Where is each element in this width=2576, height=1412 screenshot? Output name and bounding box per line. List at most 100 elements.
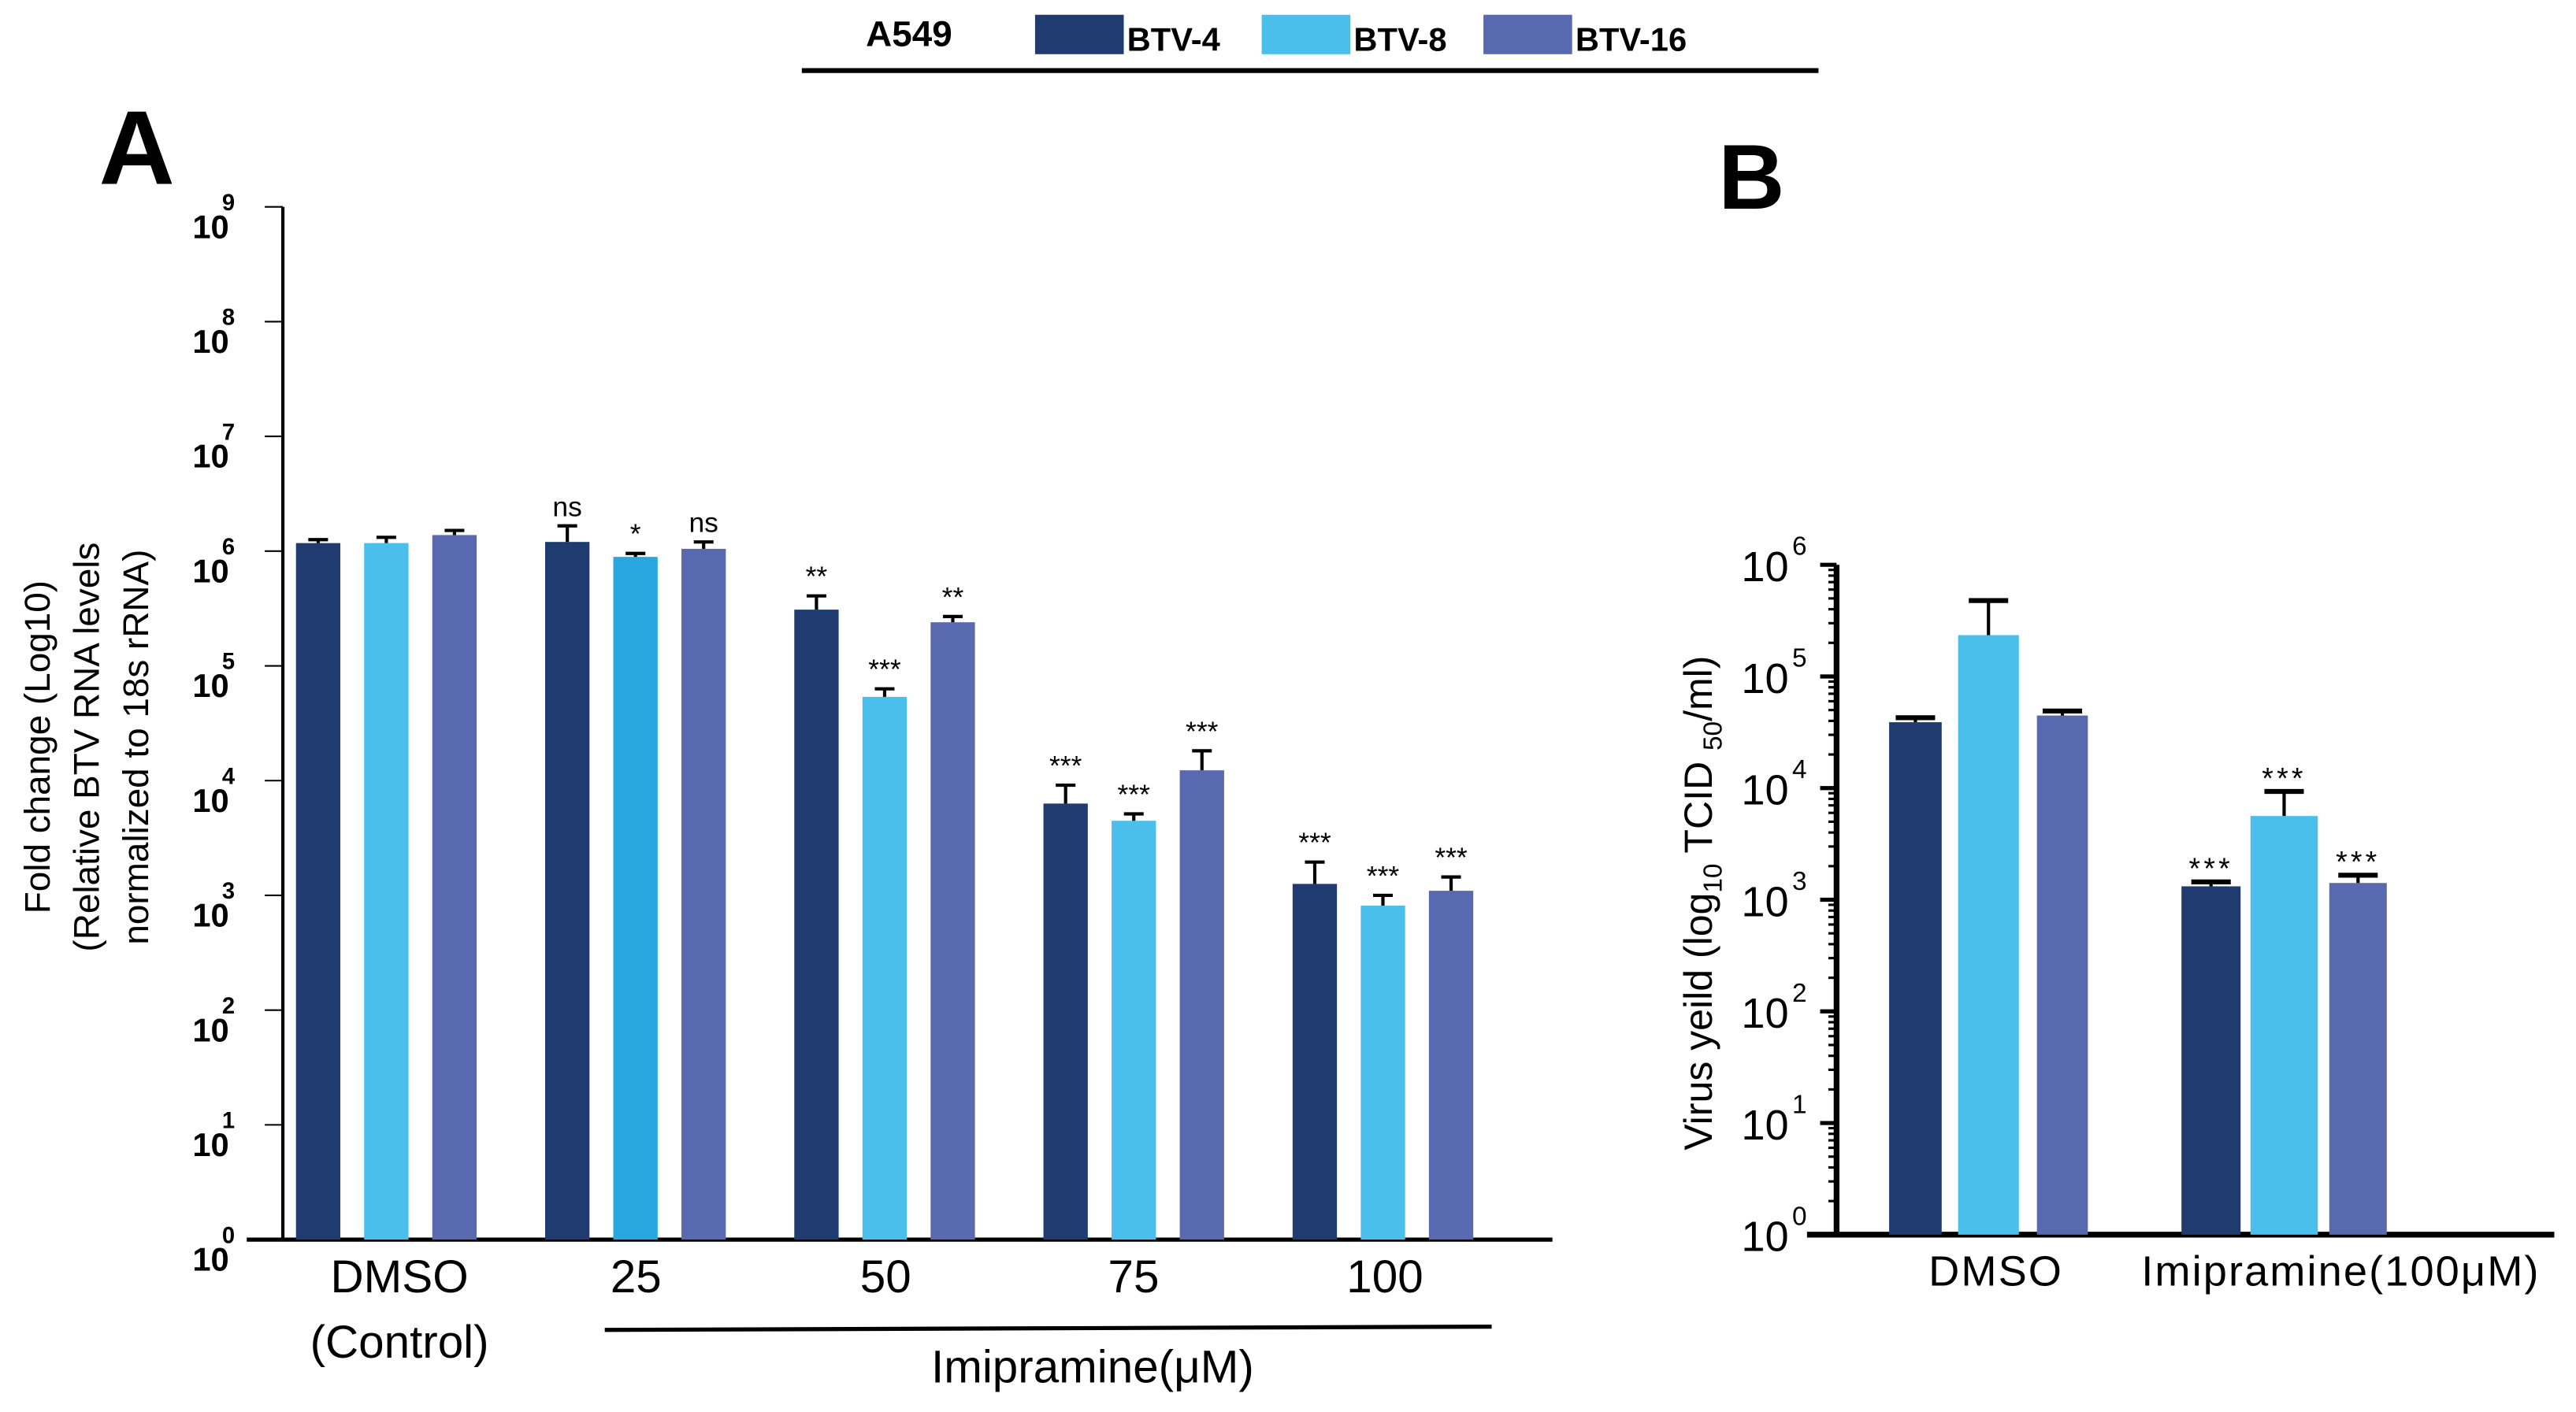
y-tick-label-base: 10 [1741, 990, 1788, 1037]
legend-label: BTV-8 [1353, 21, 1446, 58]
bar-btv-16 [930, 622, 975, 1240]
y-tick-label-exponent: 6 [1792, 532, 1807, 561]
x-group-label: Imipramine(μM) [931, 1341, 1254, 1392]
significance-label: ** [942, 581, 964, 613]
legend-swatch-btv-4 [1034, 14, 1124, 54]
y-tick-label-base: 10 [1741, 1102, 1788, 1149]
imipramine-bracket [604, 1324, 1492, 1332]
y-tick-label-base: 10 [192, 323, 228, 360]
bar-btv-16 [1179, 770, 1224, 1240]
y-tick-label-exponent: 9 [222, 191, 235, 216]
y-axis-label-part: Virus yeild (log [1676, 893, 1720, 1151]
significance-label: ns [552, 491, 581, 522]
significance-label: *** [2336, 845, 2380, 878]
x-category-label: 75 [1108, 1251, 1160, 1303]
bar-btv-8 [1112, 821, 1156, 1240]
legend-cell-line: A549 [866, 13, 952, 54]
bar-btv-8 [1360, 906, 1405, 1240]
legend-label: BTV-4 [1127, 21, 1220, 58]
y-tick-label-base: 10 [192, 1126, 228, 1163]
x-category-label: 100 [1346, 1251, 1423, 1303]
significance-label: ns [689, 507, 718, 539]
y-tick-label-exponent: 7 [222, 420, 235, 445]
bar-btv-4 [1292, 884, 1338, 1240]
x-category-label: Imipramine(100μM) [2141, 1247, 2540, 1295]
y-tick-label-base: 10 [1741, 1214, 1788, 1261]
y-tick-label-base: 10 [1741, 767, 1788, 814]
significance-label: *** [1049, 750, 1082, 782]
significance-label: *** [1186, 716, 1219, 747]
significance-label: *** [2262, 762, 2306, 795]
significance-label: ** [806, 561, 828, 592]
y-tick-label-exponent: 2 [222, 994, 235, 1019]
bar-btv-4 [2181, 886, 2241, 1235]
y-tick-label-exponent: 5 [222, 650, 235, 675]
significance-label: *** [2189, 852, 2233, 885]
y-axis-label: Virus yeild (log10 TCID 50/ml) [1676, 656, 1728, 1151]
y-tick-label-base: 10 [1741, 543, 1788, 591]
x-category-label: DMSO [331, 1251, 469, 1303]
y-tick-label-exponent: 3 [1792, 867, 1807, 896]
bar-btv-4 [1043, 803, 1088, 1240]
bar-btv-8 [862, 696, 908, 1240]
significance-label: * [630, 518, 641, 550]
y-tick-label-exponent: 0 [222, 1223, 235, 1248]
y-axis-label: (Relative BTV RNA levels [66, 543, 107, 952]
x-category-label: 25 [611, 1251, 662, 1303]
y-tick-label-exponent: 4 [222, 764, 236, 789]
y-axis-label: Fold change (Log10) [17, 580, 58, 914]
y-axis-label-part: 50 [1698, 721, 1728, 750]
significance-label: *** [1435, 842, 1468, 873]
panel-label-b: B [1718, 125, 1784, 228]
significance-label: *** [1367, 860, 1400, 891]
y-tick-label-exponent: 2 [1792, 979, 1807, 1008]
y-axis-label-part: /ml) [1676, 656, 1720, 721]
x-category-label: DMSO [1928, 1247, 2063, 1295]
bar-btv-4 [545, 542, 590, 1240]
bar-btv-16 [2036, 715, 2088, 1235]
y-tick-label-exponent: 0 [1792, 1202, 1807, 1231]
bar-btv-16 [2329, 883, 2387, 1235]
panel-label-a: A [99, 90, 175, 207]
bar-btv-16 [1428, 891, 1474, 1240]
legend-swatch-btv-8 [1261, 14, 1351, 54]
y-tick-label-exponent: 8 [222, 306, 235, 331]
y-tick-label-base: 10 [1741, 655, 1788, 702]
y-tick-label-exponent: 1 [222, 1109, 235, 1134]
bar-btv-8 [2250, 816, 2318, 1235]
y-axis-label-part: TCID [1676, 750, 1720, 864]
legend-swatch-btv-16 [1483, 14, 1572, 54]
y-tick-label-base: 10 [192, 1241, 228, 1278]
y-tick-label-base: 10 [1741, 878, 1788, 925]
significance-label: *** [1118, 779, 1151, 810]
significance-label: *** [868, 654, 901, 685]
bar-btv-8 [1958, 635, 2019, 1235]
x-category-label: (Control) [310, 1317, 489, 1368]
bar-btv-16 [432, 535, 477, 1240]
y-tick-label-base: 10 [192, 438, 228, 475]
x-category-label: 50 [860, 1251, 911, 1303]
significance-label: *** [1298, 827, 1331, 858]
y-tick-label-exponent: 3 [222, 879, 235, 904]
bar-btv-4 [1889, 722, 1942, 1235]
y-tick-label-base: 10 [192, 1011, 228, 1048]
y-axis-label: normalized to 18s rRNA) [115, 550, 156, 945]
legend-label: BTV-16 [1576, 21, 1687, 58]
y-tick-label-exponent: 1 [1792, 1091, 1807, 1120]
y-tick-label-base: 10 [192, 782, 228, 819]
bar-btv-8 [364, 543, 409, 1240]
y-tick-label-base: 10 [192, 667, 228, 704]
y-axis-label-part: 10 [1698, 864, 1728, 893]
y-tick-label-base: 10 [192, 552, 228, 589]
bar-btv-16 [681, 548, 726, 1240]
y-tick-label-exponent: 6 [222, 535, 235, 560]
y-tick-label-exponent: 5 [1792, 643, 1807, 673]
bar-btv-4 [794, 610, 839, 1240]
bar-btv-4 [295, 543, 341, 1240]
legend: A549 BTV-4 BTV-8 BTV-16 [801, 13, 1819, 73]
y-tick-label-exponent: 4 [1792, 755, 1807, 784]
y-tick-label-base: 10 [192, 897, 228, 934]
